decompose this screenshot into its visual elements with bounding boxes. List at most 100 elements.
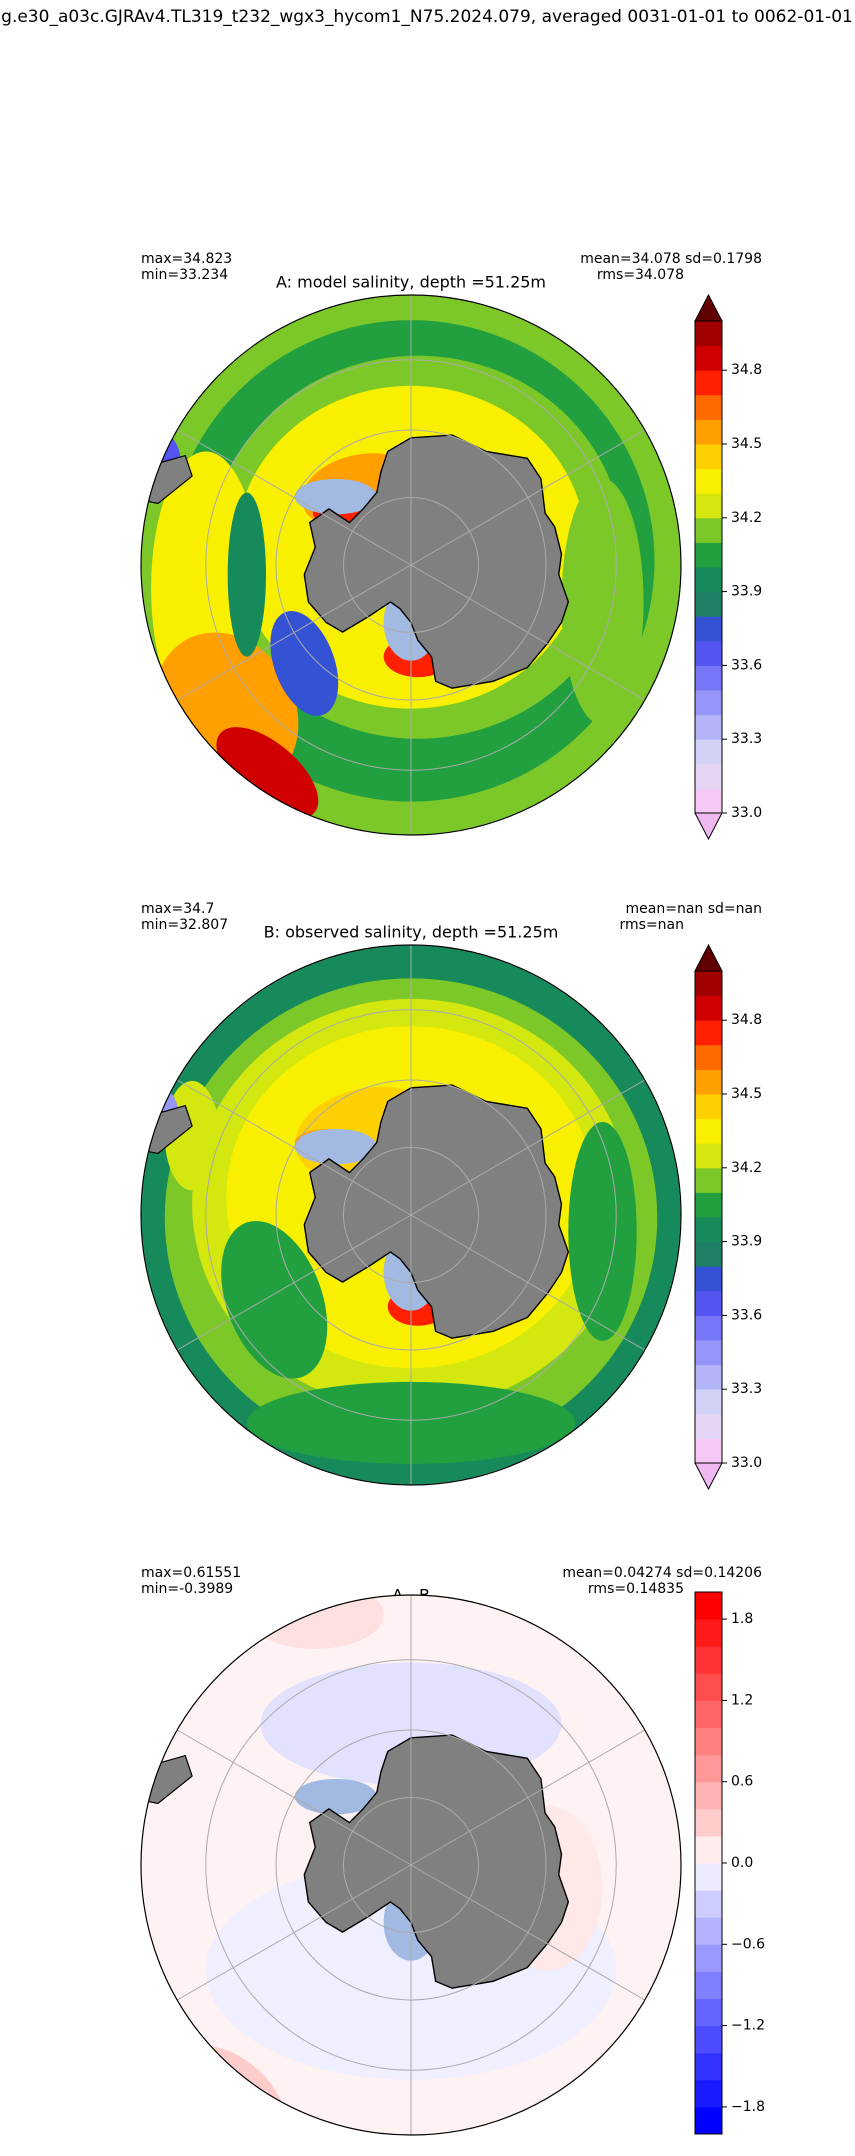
- colorbar-level: [695, 1944, 722, 1972]
- colorbar-level: [695, 1781, 722, 1810]
- colorbar-tick-label: 33.9: [731, 1234, 762, 1250]
- ocean-field: [216, 727, 319, 819]
- polar-map: [140, 294, 682, 836]
- colorbar-tick-label: 34.8: [731, 362, 762, 378]
- colorbar-level: [695, 444, 722, 470]
- colorbar-level: [695, 1971, 722, 1999]
- colorbar-level: [695, 1754, 722, 1783]
- graticule-meridian: [410, 1079, 646, 1216]
- colorbar-level: [695, 1044, 722, 1070]
- colorbar-level: [695, 1835, 722, 1864]
- ocean-field: [270, 611, 339, 716]
- colorbar-frame: [694, 970, 723, 1464]
- graticule-meridian: [410, 1214, 646, 1351]
- colorbar-tick-label: 34.2: [731, 1160, 762, 1176]
- colorbar-tick-label: 1.2: [731, 1692, 753, 1708]
- map-border: [140, 944, 682, 1486]
- colorbar-extend-min: [694, 812, 723, 841]
- colorbar-level: [695, 419, 722, 445]
- colorbar-tick-label: 33.0: [731, 1455, 762, 1471]
- colorbar-extend-min: [694, 1462, 723, 1491]
- colorbar-level: [695, 517, 722, 543]
- graticule-meridian: [410, 429, 646, 566]
- colorbar-level: [695, 1143, 722, 1169]
- colorbar-level: [695, 714, 722, 740]
- colorbar-level: [695, 1118, 722, 1144]
- colorbar-level: [695, 739, 722, 765]
- colorbar-level: [695, 763, 722, 789]
- graticule-meridian: [176, 1214, 412, 1351]
- colorbar-level: [695, 493, 722, 519]
- colorbar-tick-label: 33.6: [731, 657, 762, 673]
- colorbar-tick-label: −1.8: [731, 2099, 765, 2115]
- stat-right: rms=34.078: [597, 267, 684, 283]
- colorbar-level: [695, 2106, 722, 2135]
- colorbar-level: [695, 2025, 722, 2054]
- map-fill: [141, 1595, 681, 2135]
- stat-left: max=0.61551: [141, 1565, 241, 1581]
- colorbar-level: [695, 1241, 722, 1267]
- colorbar-level: [695, 345, 722, 371]
- colorbar-level: [695, 468, 722, 494]
- stat-right: mean=nan sd=nan: [626, 901, 762, 917]
- colorbar-tick-label: 33.3: [731, 731, 762, 747]
- colorbar-level: [695, 1217, 722, 1243]
- colorbar-level: [695, 1290, 722, 1316]
- stat-left: min=33.234: [141, 267, 228, 283]
- colorbar-level: [695, 1094, 722, 1120]
- stat-left: min=-0.3989: [141, 1581, 233, 1597]
- colorbar-level: [695, 321, 722, 347]
- colorbar-tick-label: 0.6: [731, 1774, 753, 1790]
- stat-right: rms=nan: [620, 917, 685, 933]
- colorbar-tick-label: 0.0: [731, 1855, 753, 1871]
- colorbar-tick-label: 33.6: [731, 1307, 762, 1323]
- graticule-meridian: [410, 1729, 646, 1866]
- graticule-meridian: [410, 1864, 646, 2001]
- colorbar-level: [695, 690, 722, 716]
- antarctica: [303, 434, 570, 689]
- colorbar-level: [695, 567, 722, 593]
- stat-left: min=32.807: [141, 917, 228, 933]
- graticule-meridian: [176, 429, 412, 566]
- colorbar-level: [695, 1646, 722, 1674]
- colorbar-level: [695, 616, 722, 642]
- colorbar-tick-label: 34.8: [731, 1012, 762, 1028]
- panel-title: A: model salinity, depth =51.25m: [276, 273, 546, 292]
- figure-title: g.e30_a03c.GJRAv4.TL319_t232_wgx3_hycom1…: [1, 7, 853, 27]
- stat-left: max=34.823: [141, 251, 232, 267]
- stat-right: rms=0.14835: [588, 1581, 684, 1597]
- colorbar-extend-max: [694, 943, 723, 972]
- colorbar-frame: [694, 320, 723, 814]
- map-fill: [141, 945, 681, 1485]
- colorbar-level: [695, 1020, 722, 1046]
- colorbar-level: [695, 1863, 722, 1891]
- colorbar-level: [695, 1192, 722, 1218]
- colorbar-level: [695, 394, 722, 420]
- panel-title: B: observed salinity, depth =51.25m: [264, 923, 559, 942]
- colorbar-tick-label: −1.2: [731, 2018, 765, 2034]
- colorbar-level: [695, 1364, 722, 1390]
- colorbar-level: [695, 591, 722, 617]
- colorbar-level: [695, 1340, 722, 1366]
- colorbar-level: [695, 542, 722, 568]
- colorbar-level: [695, 665, 722, 691]
- colorbar-level: [695, 2052, 722, 2081]
- graticule-meridian: [176, 564, 412, 701]
- graticule-meridian: [176, 1864, 412, 2001]
- colorbar-level: [695, 1673, 722, 1701]
- antarctica: [303, 1734, 570, 1989]
- ice-shelf: [294, 1128, 377, 1165]
- colorbar-level: [695, 1069, 722, 1095]
- colorbar-tick-label: 33.3: [731, 1381, 762, 1397]
- graticule-meridian: [176, 1079, 412, 1216]
- colorbar-tick-label: 1.8: [731, 1611, 753, 1627]
- graticule-meridian: [410, 564, 646, 701]
- ocean-field: [561, 478, 644, 726]
- colorbar-level: [695, 640, 722, 666]
- colorbar-level: [695, 370, 722, 396]
- ocean-field: [246, 1595, 384, 1649]
- stat-right: mean=34.078 sd=0.1798: [580, 251, 762, 267]
- stat-left: max=34.7: [141, 901, 214, 917]
- map-fill: [141, 295, 681, 835]
